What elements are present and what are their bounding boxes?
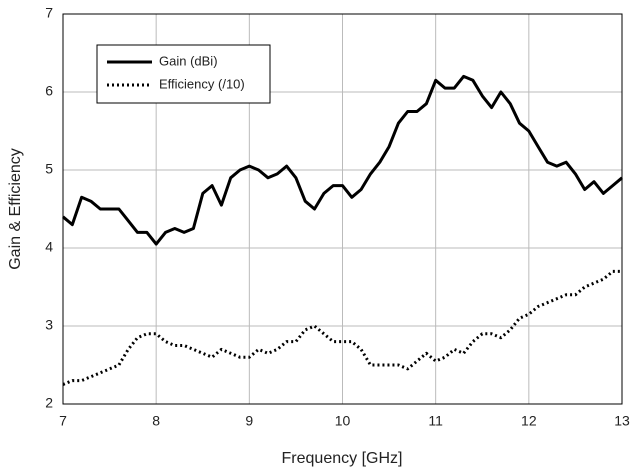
y-tick-label: 6: [45, 83, 53, 99]
y-tick-label: 3: [45, 317, 53, 333]
x-tick-label: 13: [614, 413, 630, 429]
legend-label: Efficiency (/10): [159, 76, 245, 91]
x-tick-label: 10: [335, 413, 351, 429]
y-axis-label: Gain & Efficiency: [7, 148, 24, 270]
y-tick-label: 4: [45, 239, 53, 255]
plot-frame: [62, 13, 623, 405]
x-tick-label: 9: [245, 413, 253, 429]
y-tick-label: 7: [45, 5, 53, 21]
x-axis-label: Frequency [GHz]: [282, 450, 403, 467]
series-line: [62, 74, 623, 246]
x-tick-label: 7: [59, 413, 67, 429]
x-tick-label: 11: [428, 413, 443, 429]
y-tick-label: 5: [45, 161, 53, 177]
x-tick-label: 8: [152, 413, 160, 429]
y-tick-label: 2: [45, 395, 53, 411]
legend-box: [96, 44, 271, 104]
x-tick-label: 12: [521, 413, 537, 429]
legend-label: Gain (dBi): [159, 53, 218, 68]
